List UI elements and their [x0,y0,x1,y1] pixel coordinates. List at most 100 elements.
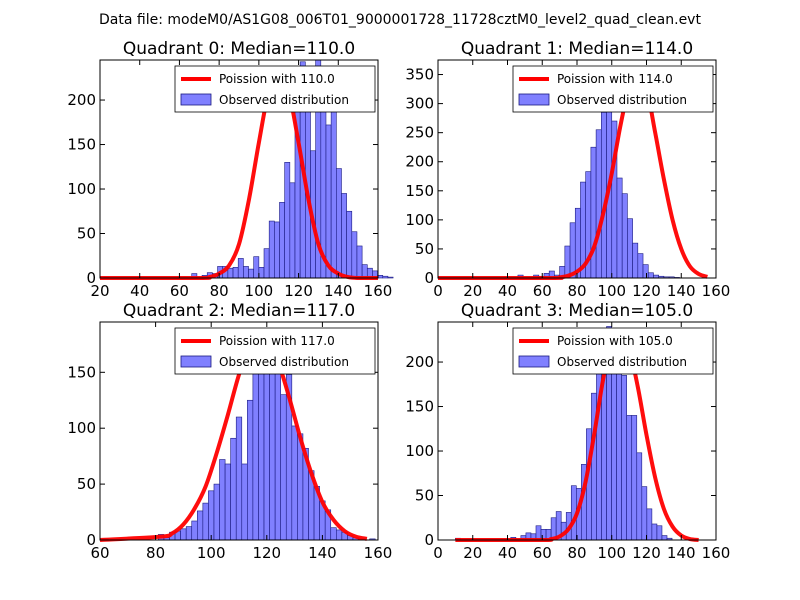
histogram-bar [213,483,220,541]
x-tick-label: 40 [130,282,149,300]
y-tick-label: 50 [77,225,96,243]
legend-poisson-label: Poission with 114.0 [557,72,673,86]
histogram-bar [387,276,394,279]
histogram-bar [253,256,260,279]
histogram-bar [641,486,648,541]
legend: Poission with 114.0 Observed distribution [512,65,714,113]
x-tick-label: 120 [284,282,313,300]
x-tick-label: 40 [498,544,517,562]
x-tick-label: 60 [170,282,189,300]
histogram-bar [219,459,226,541]
histogram-bar [335,168,342,279]
x-tick-label: 80 [146,544,165,562]
axes-frame [99,321,379,541]
histogram-bar [356,245,363,279]
histogram-bar [569,222,576,279]
histogram-bar [241,463,248,541]
quadrant-2-panel: Quadrant 2: Median=117.0 60 80 100 120 140 160… [67,301,392,562]
y-tick-label: 250 [405,124,434,142]
histogram-bar [636,452,643,541]
histogram-bar [590,146,597,279]
histogram-bar [642,264,649,279]
x-tick-label: 100 [197,544,226,562]
histogram-bar [227,267,234,279]
legend-poisson-label: Poission with 105.0 [557,334,673,348]
histogram-bar [637,253,644,279]
histogram-bar [621,375,627,541]
histogram-bar [243,266,249,279]
histogram-bar [263,248,270,279]
histogram-bar [208,490,215,541]
histogram-bar [646,508,653,541]
histogram-bar [191,520,198,541]
quadrant-2-title: Quadrant 2: Median=117.0 [123,301,355,321]
histogram-bar [235,416,243,541]
histogram-bar [627,218,633,279]
quadrant-1-panel: Quadrant 1: Median=114.0 0 20 40 60 80 100 120 1… [405,39,730,300]
histogram-bar [185,526,193,541]
histogram-bar [616,177,623,279]
y-tick-label: 200 [405,153,434,171]
histogram-bar [274,221,280,279]
legend-observed-swatch [518,93,550,106]
x-tick-label: 20 [463,282,482,300]
x-tick-label: 80 [567,544,586,562]
quadrant-3-panel: Quadrant 3: Median=105.0 0 20 40 60 80 100 120 1… [405,301,730,562]
histogram-bar [202,502,209,541]
legend-poisson-label: Poission with 117.0 [219,334,335,348]
legend-observed-swatch [180,355,212,368]
y-tick-label: 0 [424,269,434,287]
histogram-bar [595,129,602,279]
histogram-bar [651,523,658,541]
histogram-bar [564,245,571,279]
histogram-bar [268,220,275,279]
x-tick-label: 120 [252,544,281,562]
histogram-bar [279,202,285,279]
x-tick-label: 60 [533,544,552,562]
histogram-bar [289,182,296,279]
x-tick-label: 0 [433,282,443,300]
histogram-bar [180,528,187,541]
y-tick-label: 100 [67,419,96,437]
legend-observed-label: Observed distribution [219,355,349,369]
y-tick-label: 150 [67,363,96,381]
histogram-bar [291,425,298,541]
legend-observed-label: Observed distribution [219,93,349,107]
quadrant-0-title: Quadrant 0: Median=110.0 [123,39,355,59]
y-tick-label: 150 [405,182,434,200]
histogram-bars [455,326,673,541]
x-tick-label: 100 [597,544,626,562]
x-tick-label: 40 [498,282,517,300]
x-tick-label: 100 [245,282,274,300]
x-tick-label: 120 [632,544,661,562]
x-tick-label: 140 [324,282,353,300]
histogram-bar [330,99,337,279]
x-tick-label: 20 [90,282,109,300]
x-tick-label: 160 [364,282,393,300]
histogram-bar [258,267,265,279]
x-tick-label: 140 [667,282,696,300]
y-tick-label: 50 [77,475,96,493]
histogram-bar [346,210,353,279]
x-tick-label: 60 [90,544,109,562]
y-tick-label: 0 [424,531,434,549]
histogram-bar [656,525,663,541]
y-tick-label: 350 [405,66,434,84]
x-tick-label: 80 [567,282,586,300]
y-tick-label: 0 [86,531,96,549]
legend: Poission with 105.0 Observed distribution [512,327,714,375]
histogram-bar [232,267,239,279]
histogram-bar [330,527,337,541]
histogram-bar [224,463,231,541]
histogram-bar [335,529,343,541]
y-tick-label: 0 [86,269,96,287]
histogram-bar [631,415,638,541]
histogram-bar [341,193,347,279]
histogram-bar [197,510,204,541]
histogram-bar [280,394,287,541]
histogram-bar [325,124,332,279]
legend-observed-swatch [180,93,212,106]
legend: Poission with 117.0 Observed distribution [174,327,376,375]
x-tick-label: 160 [364,544,393,562]
